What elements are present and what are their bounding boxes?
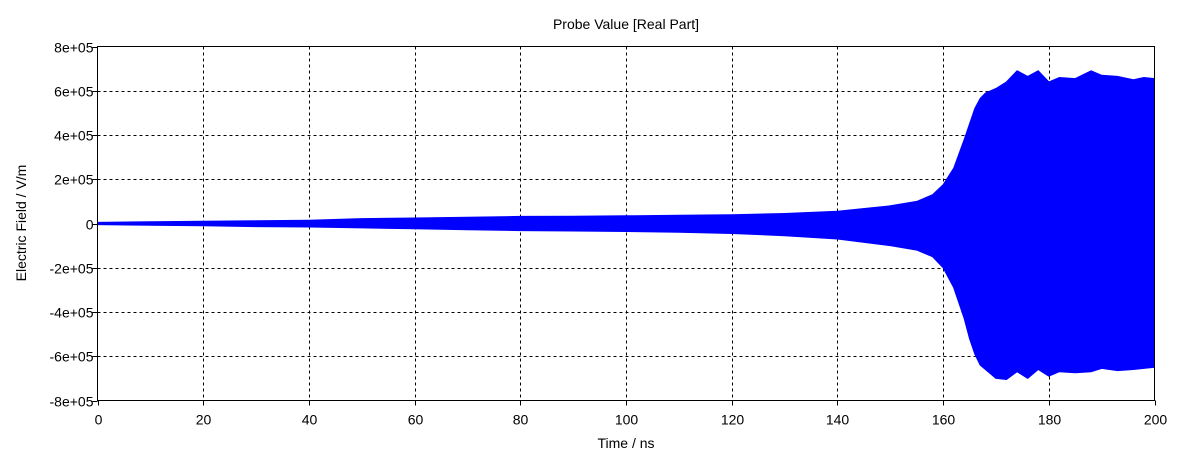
x-axis-label: Time / ns: [597, 435, 654, 451]
x-tick-label: 180: [1038, 412, 1062, 428]
y-tick-label: 4e+05: [54, 128, 94, 144]
y-tick-label: -4e+05: [50, 305, 94, 321]
x-tick-label: 80: [513, 412, 529, 428]
series-layer: [97, 70, 1155, 381]
y-tick-label: 2e+05: [54, 172, 94, 188]
x-tick-label: 160: [932, 412, 956, 428]
x-tick-label: 120: [721, 412, 745, 428]
signal-envelope: [97, 70, 1155, 381]
x-tick-label: 100: [615, 412, 639, 428]
chart-title: Probe Value [Real Part]: [553, 16, 699, 32]
y-tick-label: -6e+05: [50, 349, 94, 365]
ticks: 0 20 40 60 80 100 120 140 160 180 200 8e+05 6e+05 4e+…: [50, 40, 1168, 428]
y-tick-label: -2e+05: [50, 261, 94, 277]
y-tick-label: 8e+05: [54, 40, 94, 56]
y-tick-label: -8e+05: [50, 394, 94, 410]
y-axis-label: Electric Field / V/m: [13, 165, 29, 282]
x-tick-label: 40: [302, 412, 318, 428]
x-tick-label: 140: [826, 412, 850, 428]
y-tick-label: 6e+05: [54, 84, 94, 100]
x-tick-label: 60: [408, 412, 424, 428]
y-tick-label: 0: [86, 217, 94, 233]
x-tick-label: 200: [1144, 412, 1168, 428]
x-tick-label: 20: [196, 412, 212, 428]
x-tick-label: 0: [95, 412, 103, 428]
